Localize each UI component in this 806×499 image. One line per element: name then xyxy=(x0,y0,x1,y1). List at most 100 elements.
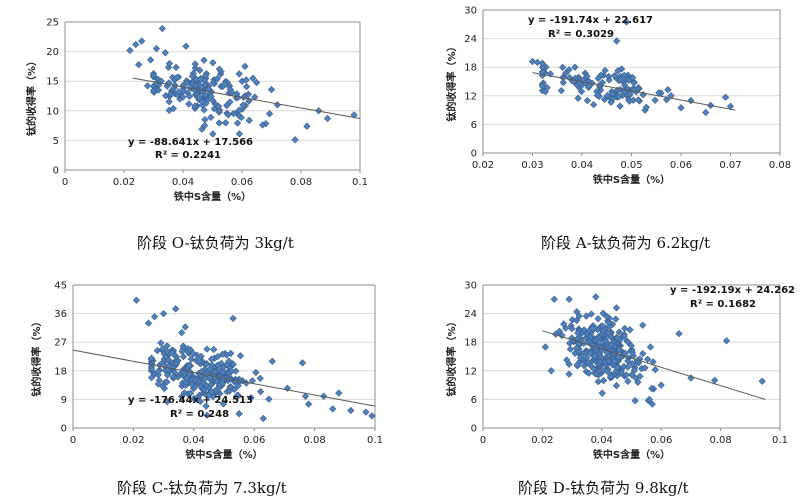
scatter-point xyxy=(594,377,602,386)
scatter-point xyxy=(215,65,223,73)
y-tick-label: 18 xyxy=(464,63,477,74)
scatter-point xyxy=(273,101,282,109)
scatter-point xyxy=(235,130,244,138)
scatter-point xyxy=(188,72,197,80)
scatter-point xyxy=(126,46,134,55)
scatter-point xyxy=(628,371,636,379)
scatter-point xyxy=(188,380,196,389)
x-tick-label: 0.02 xyxy=(122,435,144,446)
x-tick-label: 0.1 xyxy=(772,435,788,446)
scatter-point xyxy=(209,97,217,105)
scatter-point xyxy=(178,329,186,337)
scatter-point xyxy=(169,373,178,381)
scatter-point xyxy=(146,56,155,64)
scatter-point xyxy=(533,58,542,67)
scatter-point xyxy=(138,37,146,45)
scatter-point xyxy=(191,376,199,385)
scatter-point xyxy=(603,91,612,100)
scatter-point xyxy=(182,42,190,50)
scatter-point xyxy=(267,85,276,94)
x-tick-label: 0.04 xyxy=(183,435,205,446)
scatter-point xyxy=(193,394,202,402)
scatter-point xyxy=(347,406,355,415)
scatter-point xyxy=(323,114,332,123)
scatter-point xyxy=(677,104,685,112)
scatter-point xyxy=(639,350,647,358)
scatter-point xyxy=(621,324,629,333)
scatter-point xyxy=(201,375,209,383)
scatter-point xyxy=(335,389,343,397)
scatter-point xyxy=(149,71,158,80)
scatter-point xyxy=(227,367,235,375)
chart-stage-c: 0 9 18 27 36 45 0 0.02 0.04 0.06 0.08 0.1 铁中S含量（%） 钛的… xyxy=(30,281,383,462)
scatter-point xyxy=(207,381,215,389)
scatter-point xyxy=(213,75,221,83)
scatter-point xyxy=(226,98,234,106)
r-squared-label: R² = 0.248 xyxy=(170,409,229,420)
scatter-point xyxy=(252,368,260,377)
scatter-point xyxy=(605,76,613,84)
y-tick-label: 12 xyxy=(464,366,477,377)
regression-equation: y = -192.19x + 24.262 xyxy=(670,285,795,296)
scatter-point xyxy=(143,82,152,90)
scatter-point xyxy=(242,76,250,84)
scatter-point xyxy=(200,386,208,394)
scatter-point xyxy=(629,74,637,82)
scatter-point xyxy=(550,295,558,303)
scatter-point xyxy=(224,111,232,119)
scatter-point xyxy=(179,87,187,95)
scatter-point xyxy=(538,68,547,76)
scatter-point xyxy=(245,97,253,105)
scatter-point xyxy=(252,78,261,87)
scatter-point xyxy=(687,96,695,105)
scatter-point xyxy=(158,24,166,33)
scatter-point xyxy=(164,356,172,364)
y-tick-label: 0 xyxy=(53,166,59,177)
x-tick-label: 0.04 xyxy=(571,160,593,171)
scatter-point xyxy=(179,352,188,361)
scatter-point xyxy=(268,357,276,365)
scatter-point xyxy=(620,71,628,79)
x-tick-label: 0.07 xyxy=(719,160,741,171)
scatter-point xyxy=(589,324,597,332)
scatter-point xyxy=(154,86,163,94)
scatter-point xyxy=(611,357,619,366)
scatter-point xyxy=(559,78,567,87)
scatter-point xyxy=(203,411,211,419)
x-tick-label: 0.08 xyxy=(709,435,731,446)
scatter-point xyxy=(566,345,575,353)
x-tick-label: 0.06 xyxy=(231,177,253,188)
scatter-point xyxy=(675,329,683,338)
caption-stage-a: 阶段 A-钛负荷为 6.2kg/t xyxy=(541,234,711,252)
scatter-point xyxy=(215,119,223,127)
x-axis-label: 铁中S含量（%） xyxy=(174,190,251,203)
scatter-point xyxy=(257,388,265,396)
y-tick-label: 25 xyxy=(46,18,59,29)
r-squared-label: R² = 0.1682 xyxy=(690,299,756,310)
scatter-point xyxy=(209,78,217,87)
scatter-point xyxy=(172,305,180,313)
scatter-point xyxy=(634,378,642,386)
scatter-point xyxy=(291,136,299,144)
scatter-point xyxy=(607,372,615,381)
scatter-point xyxy=(165,59,174,68)
scatter-point xyxy=(643,355,652,363)
scatter-point xyxy=(179,93,187,101)
scatter-point xyxy=(241,62,249,71)
caption-stage-o: 阶段 O-钛负荷为 3kg/t xyxy=(137,234,294,252)
y-tick-label: 24 xyxy=(464,34,477,45)
scatter-point xyxy=(163,378,171,386)
y-tick-label: 6 xyxy=(471,395,477,406)
scatter-point xyxy=(202,402,210,410)
scatter-point xyxy=(152,45,161,53)
y-tick-label: 30 xyxy=(464,6,477,17)
scatter-point xyxy=(233,119,242,127)
scatter-point xyxy=(235,106,243,114)
scatter-point xyxy=(582,312,590,320)
scatter-point xyxy=(248,377,256,385)
x-tick-label: 0.03 xyxy=(521,160,543,171)
scatter-point xyxy=(631,397,639,405)
x-axis-label: 铁中S含量（%） xyxy=(593,448,670,461)
scatter-point xyxy=(651,96,659,104)
scatter-point xyxy=(191,64,199,72)
